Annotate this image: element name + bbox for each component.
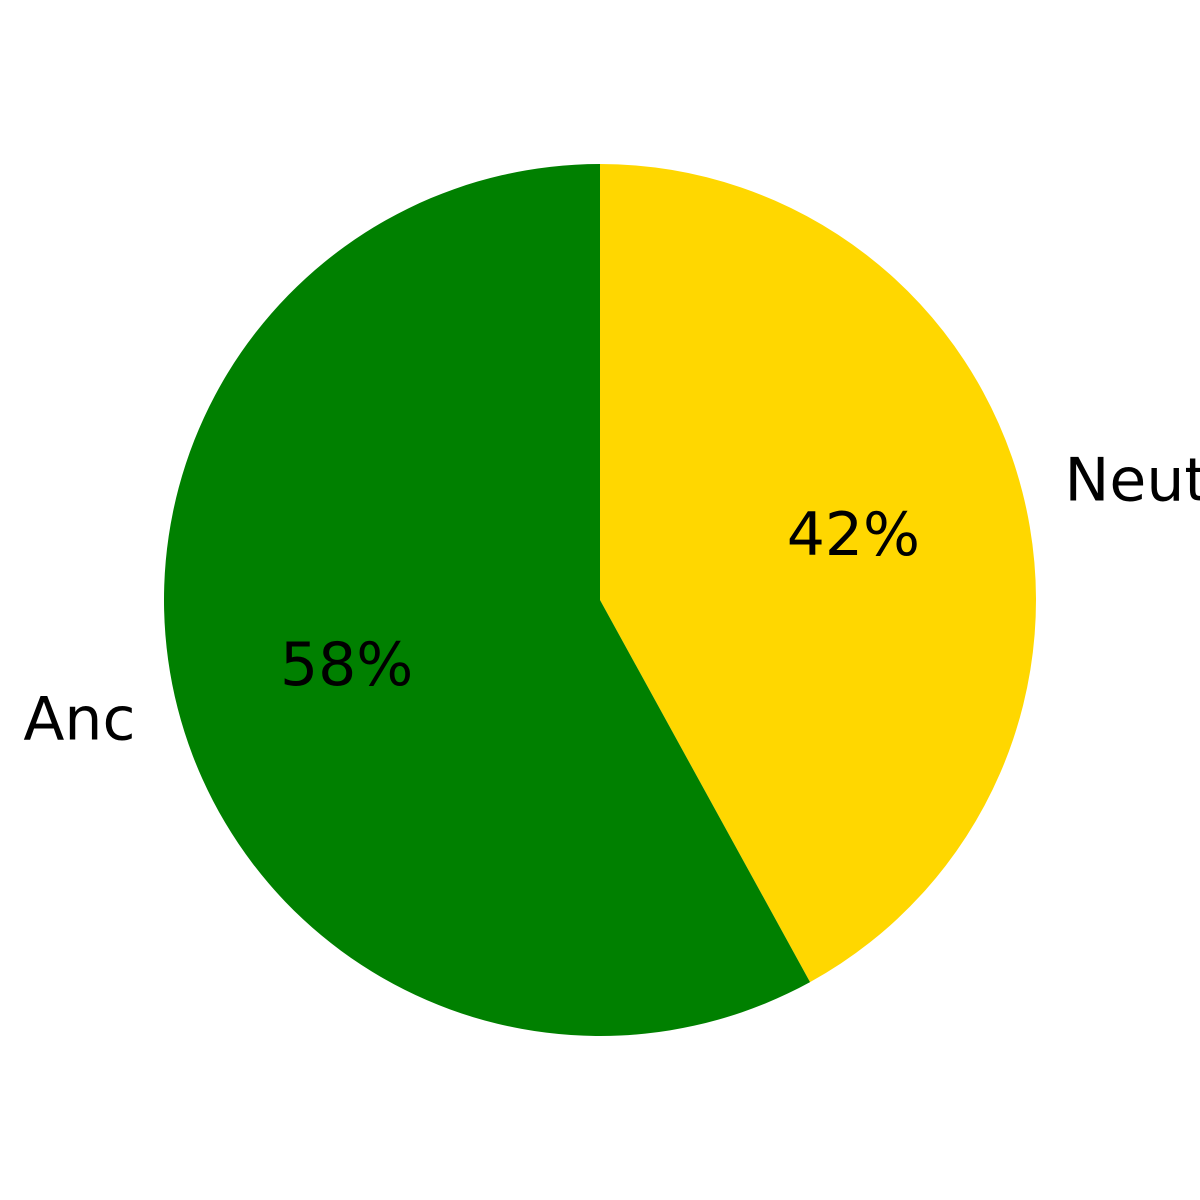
pie-slices [163, 164, 1036, 1037]
pie-slice-neut [600, 164, 1036, 983]
pie-slice-anc [163, 164, 811, 1037]
slice-percent-anc: 58% [280, 630, 413, 700]
slice-percent-neut: 42% [787, 500, 920, 570]
slice-label-anc: Anc [23, 684, 135, 754]
slice-label-neut: Neut [1065, 446, 1200, 516]
pie-labels: Neut 42% Anc 58% [23, 446, 1200, 755]
